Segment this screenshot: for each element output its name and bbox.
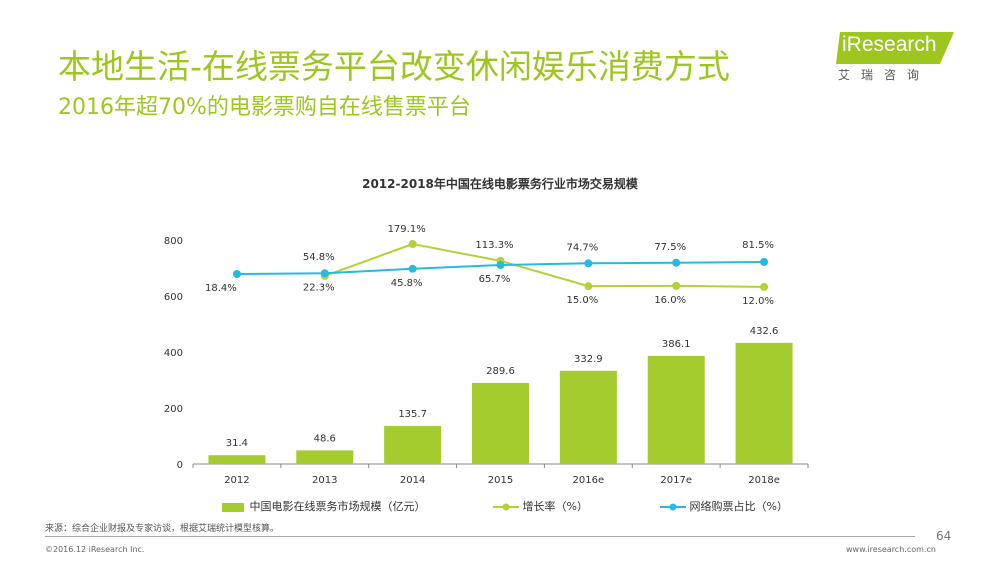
series-line [324,242,765,288]
bar-value-label: 332.9 [574,354,603,365]
bar-value-label: 289.6 [486,366,515,377]
bar-value-label: 48.6 [314,433,336,444]
series-point [760,258,769,266]
legend-share-series: 网络购票占比（%） [660,498,788,514]
series-point [408,240,417,248]
legend-growth-swatch [493,503,519,511]
source-note: 来源：综合企业财报及专家访谈，根据艾瑞统计模型核算。 [45,524,280,534]
series-value-label: 113.3% [475,240,513,251]
page-subtitle: 2016年超70%的电影票购自在线售票平台 [58,95,471,120]
bar [472,382,529,464]
series-value-label: 22.3% [303,282,335,293]
series-point [672,281,681,290]
legend-growth-label: 增长率（%） [522,500,588,513]
bar [735,342,793,464]
bar [559,370,617,464]
bar [208,455,266,464]
series-point [496,261,505,270]
series-value-label: 18.4% [205,283,237,294]
logo-subtitle: 艾瑞咨询 [838,68,931,82]
series-point [320,269,329,278]
y-tick-label: 400 [164,348,183,359]
series-value-label: 81.5% [742,240,774,251]
y-tick-label: 600 [164,292,183,303]
x-tick-label: 2017e [660,475,692,486]
series-point [408,264,417,273]
legend-bar-series: 中国电影在线票务市场规模（亿元） [222,498,426,514]
market-size-chart: 0 200 400 600 800 2012 2013 2014 2015 2016e 2017e 2… [164,224,809,486]
series-point [584,282,593,291]
page-title: 本地生活-在线票务平台改变休闲娱乐消费方式 [58,47,730,86]
bar-value-label: 135.7 [398,409,427,420]
x-tick-label: 2015 [488,475,513,486]
legend-bar-label: 中国电影在线票务市场规模（亿元） [249,500,426,513]
iresearch-logo: iResearch [836,30,956,86]
series-value-label: 54.8% [303,252,335,263]
chart-title: 2012-2018年中国在线电影票务行业市场交易规模 [362,177,638,191]
logo-text: iResearch [842,33,937,56]
copyright: ©2016.12 iResearch Inc. [45,545,145,554]
bar [647,355,705,464]
page-number: 64 [936,529,952,543]
series-value-label: 179.1% [388,224,426,235]
series-point [232,270,241,278]
bar [296,450,354,464]
legend-share-label: 网络购票占比（%） [689,500,788,513]
legend-bar-swatch [222,502,244,512]
y-tick-label: 0 [177,460,183,471]
website: www.iresearch.com.cn [846,545,936,554]
series-value-label: 12.0% [742,296,774,307]
bar-value-label: 31.4 [226,438,248,449]
series-point [584,259,593,268]
x-tick-label: 2012 [224,475,249,486]
series-value-label: 65.7% [479,274,511,285]
series-point [760,282,769,291]
series-value-label: 45.8% [391,278,423,289]
series-value-label: 16.0% [654,295,686,306]
series-value-label: 77.5% [654,242,686,253]
bar-value-label: 432.6 [750,326,779,337]
series-point [672,258,681,267]
x-tick-label: 2018e [748,475,780,486]
bar-value-label: 386.1 [662,339,691,350]
y-tick-label: 200 [164,404,183,415]
footer-divider [45,536,915,537]
x-tick-label: 2014 [400,475,425,486]
x-tick-label: 2016e [573,475,605,486]
legend-share-swatch [660,503,686,511]
y-tick-label: 800 [164,236,183,247]
legend-growth-series: 增长率（%） [493,498,588,514]
series-value-label: 74.7% [566,242,598,253]
series-value-label: 15.0% [566,295,598,306]
bar [384,426,442,464]
x-tick-label: 2013 [312,475,337,486]
